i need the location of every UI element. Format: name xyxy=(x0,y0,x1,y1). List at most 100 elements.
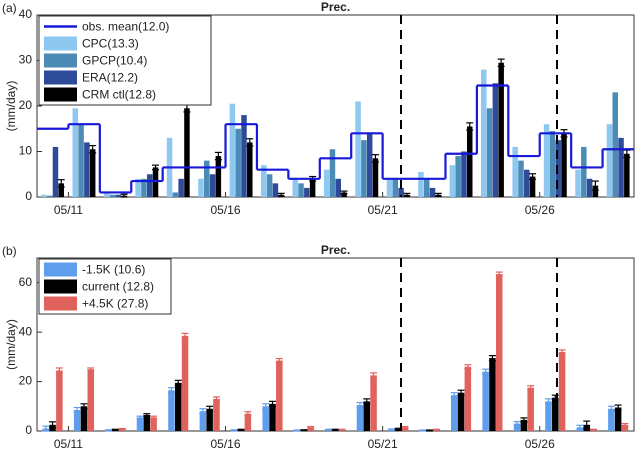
bar xyxy=(486,108,493,197)
bar xyxy=(115,194,122,197)
error-bar xyxy=(49,421,57,429)
bar xyxy=(204,160,210,197)
bar xyxy=(518,160,524,197)
error-bar xyxy=(230,429,238,432)
error-bar xyxy=(607,405,615,412)
bar xyxy=(89,149,96,197)
error-bar xyxy=(262,403,270,410)
bar xyxy=(498,62,504,198)
bar xyxy=(52,146,59,197)
bar xyxy=(464,366,472,431)
panel-label: (b) xyxy=(2,244,17,258)
error-bar xyxy=(529,173,537,180)
error-bar xyxy=(87,367,95,372)
error-bar xyxy=(167,387,175,394)
x-tick-label: 05/11 xyxy=(54,203,83,217)
error-bar xyxy=(331,428,339,431)
bar xyxy=(558,351,566,431)
error-bar xyxy=(356,401,364,409)
error-bar xyxy=(42,425,50,432)
bar xyxy=(545,401,552,431)
error-bar xyxy=(206,405,214,412)
bar xyxy=(398,187,404,197)
error-bar xyxy=(464,364,472,370)
error-bar xyxy=(488,355,496,362)
error-bar xyxy=(293,429,301,432)
bar xyxy=(372,158,379,197)
bar xyxy=(172,192,179,197)
bar xyxy=(450,395,458,431)
error-bar xyxy=(426,429,434,432)
legend-label: current (12.8) xyxy=(82,280,154,294)
y-tick-label: 40 xyxy=(19,324,33,338)
y-tick-label: 20 xyxy=(19,98,33,112)
bar xyxy=(292,178,298,197)
bar xyxy=(152,167,159,197)
bar xyxy=(199,411,207,431)
panel: 0 10 20 30 40 05/11 05/16 05/21 05/26 Prec. (a) (mm… xyxy=(2,0,635,217)
bar xyxy=(549,131,556,197)
error-bar xyxy=(269,400,277,407)
bar xyxy=(78,124,84,197)
x-tick-label: 05/21 xyxy=(368,203,398,217)
x-tick-label: 05/26 xyxy=(525,437,555,451)
bar xyxy=(614,407,622,431)
panel-label: (a) xyxy=(2,1,17,15)
chart-title: Prec. xyxy=(321,243,350,257)
error-bar xyxy=(136,415,144,420)
x-tick-label: 05/26 xyxy=(525,203,555,217)
bar xyxy=(80,406,88,431)
bar xyxy=(87,369,95,431)
bar xyxy=(272,183,279,197)
x-tick-label: 05/11 xyxy=(54,437,83,451)
bar xyxy=(418,171,424,197)
legend-label: ERA(12.2) xyxy=(82,71,138,85)
bar xyxy=(215,156,222,197)
bar xyxy=(492,83,499,197)
bar xyxy=(269,403,276,431)
error-bar xyxy=(300,429,308,432)
error-bar xyxy=(576,424,584,430)
bar xyxy=(561,133,567,197)
panel: 0 20 40 60 05/11 05/16 05/21 05/26 Prec. (b) (mm/d… xyxy=(2,243,635,451)
bar xyxy=(592,185,599,197)
bar xyxy=(244,413,252,431)
error-bar xyxy=(363,398,371,405)
error-bar xyxy=(450,392,458,399)
bar xyxy=(298,183,304,197)
error-bar xyxy=(513,421,521,427)
error-bar xyxy=(338,428,346,431)
error-bar xyxy=(80,403,88,410)
error-bar xyxy=(520,417,528,423)
error-bar xyxy=(387,428,395,432)
bar xyxy=(109,194,116,197)
legend-label: CRM ctl(12.8) xyxy=(82,88,156,102)
error-bar xyxy=(614,404,622,411)
bar xyxy=(143,414,151,431)
error-bar xyxy=(199,408,207,415)
error-bar xyxy=(340,190,348,195)
error-bar xyxy=(371,154,379,163)
x-tick-label: 05/16 xyxy=(211,437,241,451)
bar xyxy=(103,192,110,197)
error-bar xyxy=(527,385,535,391)
y-tick-label: 40 xyxy=(19,7,33,21)
bar xyxy=(235,128,241,197)
error-bar xyxy=(275,357,283,364)
bar xyxy=(370,375,377,431)
bar xyxy=(84,142,90,197)
bar xyxy=(524,169,530,197)
bar xyxy=(496,274,503,431)
bar xyxy=(198,178,204,197)
error-bar xyxy=(181,332,189,339)
bar xyxy=(46,195,53,197)
error-bar xyxy=(150,415,158,420)
error-bar xyxy=(583,420,591,430)
error-bar xyxy=(403,192,411,197)
error-bar xyxy=(307,425,315,429)
legend-swatch xyxy=(44,279,77,294)
bar xyxy=(209,174,216,197)
legend-swatch xyxy=(44,262,77,277)
bar xyxy=(141,178,147,197)
error-bar xyxy=(111,428,119,431)
